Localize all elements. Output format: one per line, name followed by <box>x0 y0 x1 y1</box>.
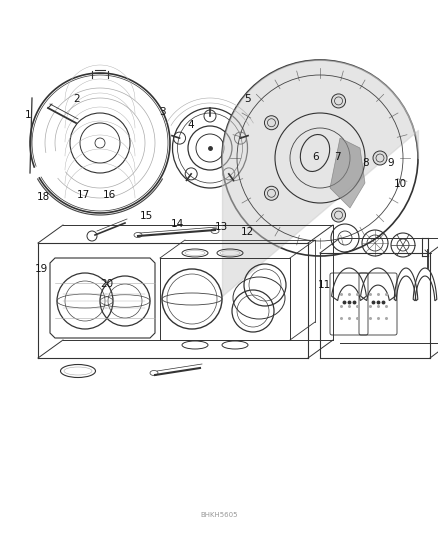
Text: 2: 2 <box>73 94 80 103</box>
Text: 15: 15 <box>140 211 153 221</box>
Text: 5: 5 <box>244 94 251 103</box>
Text: 10: 10 <box>394 179 407 189</box>
Circle shape <box>332 208 346 222</box>
Text: 8: 8 <box>362 158 369 167</box>
Text: 1: 1 <box>25 110 32 119</box>
Polygon shape <box>330 138 365 208</box>
Text: 18: 18 <box>37 192 50 202</box>
Text: 3: 3 <box>159 107 166 117</box>
Text: 19: 19 <box>35 264 48 274</box>
Text: 20: 20 <box>101 279 114 288</box>
Text: 16: 16 <box>103 190 116 199</box>
Text: 14: 14 <box>171 219 184 229</box>
Text: 12: 12 <box>241 227 254 237</box>
Text: BHKH5605: BHKH5605 <box>200 512 238 518</box>
Text: 6: 6 <box>312 152 319 162</box>
Circle shape <box>265 116 279 130</box>
Text: 7: 7 <box>334 152 341 162</box>
Text: 9: 9 <box>388 158 395 167</box>
Circle shape <box>373 151 387 165</box>
Text: 11: 11 <box>318 280 331 290</box>
Text: 13: 13 <box>215 222 228 231</box>
Text: 17: 17 <box>77 190 90 199</box>
Circle shape <box>265 186 279 200</box>
Circle shape <box>332 94 346 108</box>
Text: 4: 4 <box>187 120 194 130</box>
